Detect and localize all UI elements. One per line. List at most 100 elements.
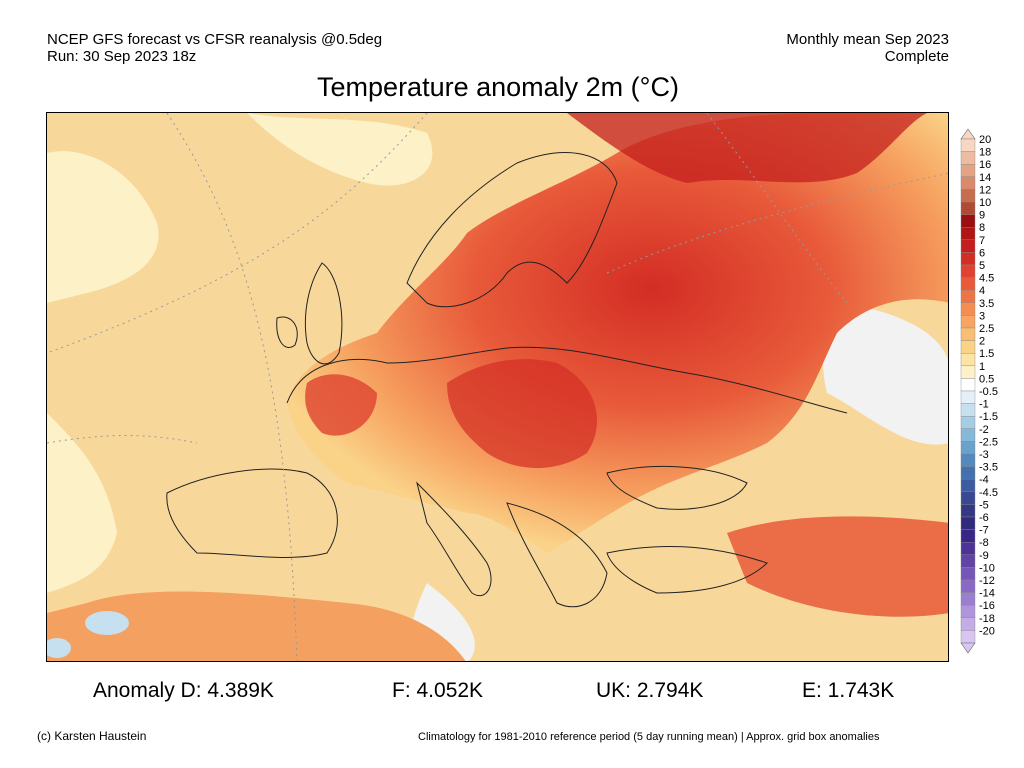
colorbar-tick-label: 6 <box>979 247 985 259</box>
russia-hot-core <box>567 113 927 183</box>
colorbar-tick-label: 14 <box>979 172 991 184</box>
colorbar-tick-label: 2 <box>979 336 985 348</box>
colorbar-tick-label: 3 <box>979 310 985 322</box>
colorbar-tick-label: -18 <box>979 613 995 625</box>
colorbar-tick-label: 9 <box>979 210 985 222</box>
colorbar-swatch <box>960 554 976 568</box>
colorbar-tick-label: -20 <box>979 625 995 637</box>
caspian-white-patch <box>823 303 948 445</box>
colorbar-tick-label: 12 <box>979 184 991 196</box>
anomaly-germany: Anomaly D: 4.389K <box>93 679 274 702</box>
uk-outline <box>304 262 343 365</box>
italy-outline <box>416 481 492 596</box>
anomaly-uk: UK: 2.794K <box>596 679 704 702</box>
colorbar-tick-label: -4 <box>979 474 989 486</box>
period-info: Monthly mean Sep 2023 <box>786 31 949 48</box>
model-info: NCEP GFS forecast vs CFSR reanalysis @0.… <box>47 31 383 48</box>
map-title: Temperature anomaly 2m (°C) <box>317 72 679 102</box>
colorbar-swatch <box>960 378 976 392</box>
colorbar-tick-label: 3.5 <box>979 298 994 310</box>
colorbar-min-arrow <box>960 642 976 654</box>
colorbar-tick-label: -3 <box>979 449 989 461</box>
atlantic-south-patch <box>47 413 117 593</box>
anomaly-map <box>46 112 949 662</box>
colorbar-tick-label: -8 <box>979 537 989 549</box>
atlantic-light-patch <box>47 151 159 303</box>
colorbar-swatch <box>960 504 976 518</box>
continental-warm-area <box>287 113 948 553</box>
colorbar-swatch <box>960 352 976 366</box>
colorbar-swatch <box>960 252 976 266</box>
colorbar-swatch <box>960 542 976 556</box>
colorbar-swatch <box>960 416 976 430</box>
colorbar: 201816141210987654.543.532.521.510.5-0.5… <box>960 128 998 654</box>
cool-spot-atlas <box>85 611 129 635</box>
anomaly-france: F: 4.052K <box>392 679 484 702</box>
colorbar-swatch <box>960 453 976 467</box>
status-info: Complete <box>884 48 949 65</box>
colorbar-swatch <box>960 466 976 480</box>
graticule-line <box>706 113 848 304</box>
colorbar-tick-label: 4 <box>979 285 985 297</box>
colorbar-tick-label: 7 <box>979 235 985 247</box>
map-canvas <box>47 113 948 661</box>
ireland-outline <box>276 316 298 348</box>
colorbar-swatch <box>960 315 976 329</box>
colorbar-swatch <box>960 264 976 278</box>
colorbar-swatch <box>960 277 976 291</box>
colorbar-tick-label: -10 <box>979 562 995 574</box>
colorbar-tick-label: -1 <box>979 399 989 411</box>
france-hot-core <box>305 374 377 436</box>
colorbar-swatch <box>960 390 976 404</box>
colorbar-swatch <box>960 340 976 354</box>
colorbar-swatch <box>960 226 976 240</box>
graticule-line <box>166 113 298 661</box>
copyright: (c) Karsten Haustein <box>37 729 147 743</box>
colorbar-tick-label: -3.5 <box>979 462 998 474</box>
colorbar-tick-label: 4.5 <box>979 273 994 285</box>
north-light-patch <box>247 113 433 186</box>
colorbar-swatch <box>960 176 976 190</box>
colorbar-swatch <box>960 302 976 316</box>
colorbar-swatch <box>960 516 976 530</box>
colorbar-tick-label: -6 <box>979 512 989 524</box>
colorbar-tick-label: -12 <box>979 575 995 587</box>
graticule-line <box>47 113 428 354</box>
header-left: NCEP GFS forecast vs CFSR reanalysis @0.… <box>47 31 382 65</box>
colorbar-swatch <box>960 491 976 505</box>
colorbar-tick-label: -5 <box>979 499 989 511</box>
colorbar-swatch <box>960 138 976 152</box>
colorbar-swatch <box>960 201 976 215</box>
colorbar-tick-label: 1 <box>979 361 985 373</box>
colorbar-swatch <box>960 605 976 619</box>
colorbar-tick-label: 20 <box>979 134 991 146</box>
colorbar-max-arrow <box>960 128 976 140</box>
north-africa-warm <box>47 591 466 661</box>
colorbar-swatch <box>960 529 976 543</box>
colorbar-swatch <box>960 151 976 165</box>
colorbar-swatch <box>960 630 976 644</box>
colorbar-tick-label: -14 <box>979 588 995 600</box>
anomaly-spain: E: 1.743K <box>802 679 895 702</box>
header-right: Monthly mean Sep 2023 Complete <box>786 31 949 65</box>
graticule-line <box>47 435 198 444</box>
colorbar-tick-label: 5 <box>979 260 985 272</box>
colorbar-tick-label: 0.5 <box>979 373 994 385</box>
colorbar-swatch <box>960 592 976 606</box>
colorbar-tick-label: 10 <box>979 197 991 209</box>
colorbar-tick-label: -9 <box>979 550 989 562</box>
scandinavia-outline <box>406 152 618 308</box>
colorbar-swatch <box>960 189 976 203</box>
colorbar-swatch <box>960 289 976 303</box>
colorbar-tick-label: 16 <box>979 159 991 171</box>
colorbar-tick-label: -16 <box>979 600 995 612</box>
middle-east-warm <box>727 516 948 617</box>
colorbar-swatch <box>960 164 976 178</box>
colorbar-tick-label: 8 <box>979 222 985 234</box>
turkey-outline <box>606 545 768 594</box>
colorbar-tick-label: 18 <box>979 147 991 159</box>
climatology-note: Climatology for 1981-2010 reference peri… <box>418 731 880 743</box>
colorbar-swatch <box>960 327 976 341</box>
colorbar-tick-label: -2.5 <box>979 436 998 448</box>
balkans-outline <box>506 502 608 608</box>
